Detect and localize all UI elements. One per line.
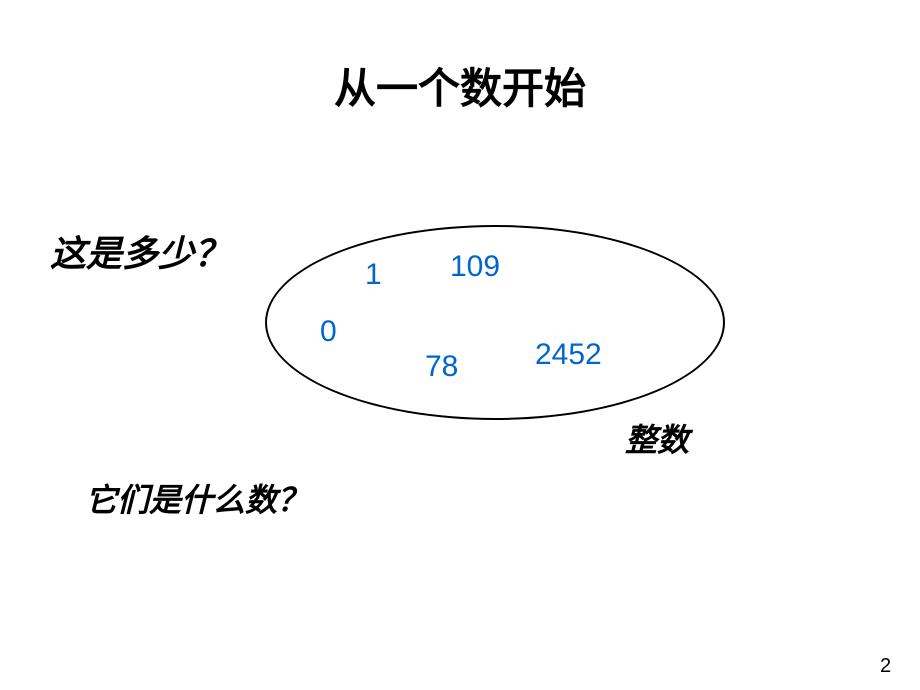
number-1: 1 xyxy=(365,258,382,292)
question-what-numbers: 它们是什么数？ xyxy=(85,475,309,521)
number-78: 78 xyxy=(425,350,458,384)
question-how-much: 这是多少？ xyxy=(50,225,230,277)
label-integers: 整数 xyxy=(625,415,689,461)
number-0: 0 xyxy=(320,315,337,349)
number-2452: 2452 xyxy=(535,338,602,372)
number-109: 109 xyxy=(450,250,500,284)
slide-title: 从一个数开始 xyxy=(0,55,920,116)
page-number: 2 xyxy=(880,655,891,678)
